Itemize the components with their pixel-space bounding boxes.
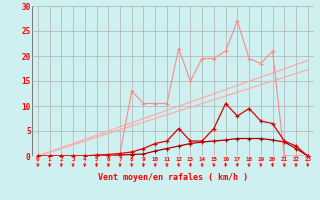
X-axis label: Vent moyen/en rafales ( km/h ): Vent moyen/en rafales ( km/h ) — [98, 174, 248, 182]
